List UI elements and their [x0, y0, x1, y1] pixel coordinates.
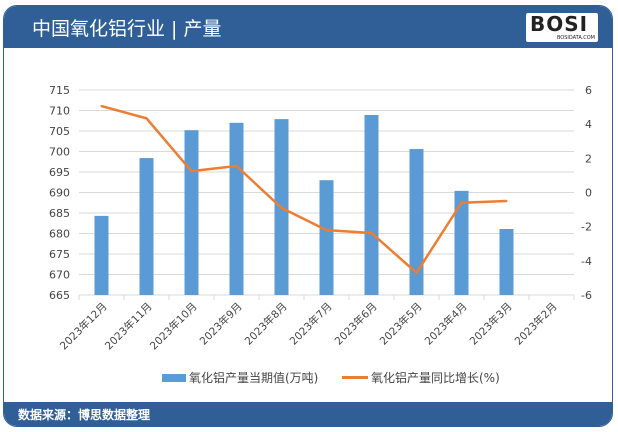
x-tick-label: 2023年5月 [377, 300, 425, 348]
y-left-tick-label: 685 [49, 207, 70, 220]
legend-item-bar: 氧化铝产量当期值(万吨) [162, 369, 318, 386]
x-tick-label: 2023年6月 [332, 300, 380, 348]
line-point [235, 165, 238, 168]
x-tick-label: 2023年8月 [242, 300, 290, 348]
y-right-tick-label: -2 [581, 221, 592, 234]
legend-swatch-line [342, 376, 368, 379]
y-right-tick-label: 4 [585, 118, 592, 131]
bosi-logo: BOSI BOSIDATA.COM [526, 12, 598, 42]
legend-item-line: 氧化铝产量同比增长(%) [342, 369, 500, 386]
line-point [505, 200, 508, 203]
bar [94, 215, 109, 295]
x-tick-label: 2023年10月 [147, 300, 199, 352]
y-right-tick-label: 2 [585, 152, 592, 165]
line-point [415, 271, 418, 274]
bar [409, 149, 424, 295]
bar [229, 122, 244, 295]
x-tick-label: 2023年11月 [102, 300, 154, 352]
growth-line [101, 104, 507, 275]
data-source: 数据来源：博思数据整理 [18, 408, 151, 422]
line-point [370, 231, 373, 234]
line-point [460, 201, 463, 204]
y-left-tick-label: 690 [49, 187, 70, 200]
y-right-tick-label: -6 [581, 289, 592, 302]
x-tick-label: 2023年7月 [287, 300, 335, 348]
bar [184, 130, 199, 295]
y-left-tick-label: 715 [49, 84, 70, 97]
y-right-tick-label: 0 [585, 187, 592, 200]
line-point [325, 229, 328, 232]
y-left-tick-label: 705 [49, 125, 70, 138]
footer-bar: 数据来源：博思数据整理 [4, 402, 612, 426]
x-tick-label: 2023年12月 [57, 300, 109, 352]
legend-label-bar: 氧化铝产量当期值(万吨) [189, 371, 319, 385]
x-tick-label: 2023年2月 [512, 300, 560, 348]
y-left-tick-label: 670 [49, 269, 70, 282]
y-left-tick-label: 700 [49, 146, 70, 159]
y-right-tick-label: 6 [585, 84, 592, 97]
legend-label-line: 氧化铝产量同比增长(%) [371, 371, 500, 385]
x-tick-label: 2023年9月 [197, 300, 245, 348]
bar [139, 158, 154, 295]
legend-swatch-bar [162, 373, 186, 382]
line-point [190, 170, 193, 173]
bar [364, 115, 379, 295]
y-right-tick-label: -4 [581, 255, 592, 268]
y-left-tick-label: 680 [49, 228, 70, 241]
x-tick-label: 2023年3月 [467, 300, 515, 348]
y-left-tick-label: 710 [49, 105, 70, 118]
y-left-tick-label: 665 [49, 289, 70, 302]
bar [319, 180, 334, 295]
header-bar: 中国氧化铝行业 | 产量 BOSI BOSIDATA.COM [4, 6, 612, 48]
y-left-tick-label: 675 [49, 248, 70, 261]
line-point [100, 105, 103, 108]
line-point [145, 117, 148, 120]
page-title: 中国氧化铝行业 | 产量 [32, 18, 222, 40]
bar [499, 228, 514, 295]
y-left-tick-label: 695 [49, 166, 70, 179]
x-tick-label: 2023年4月 [422, 300, 470, 348]
line-point [280, 206, 283, 209]
bar [454, 190, 469, 295]
